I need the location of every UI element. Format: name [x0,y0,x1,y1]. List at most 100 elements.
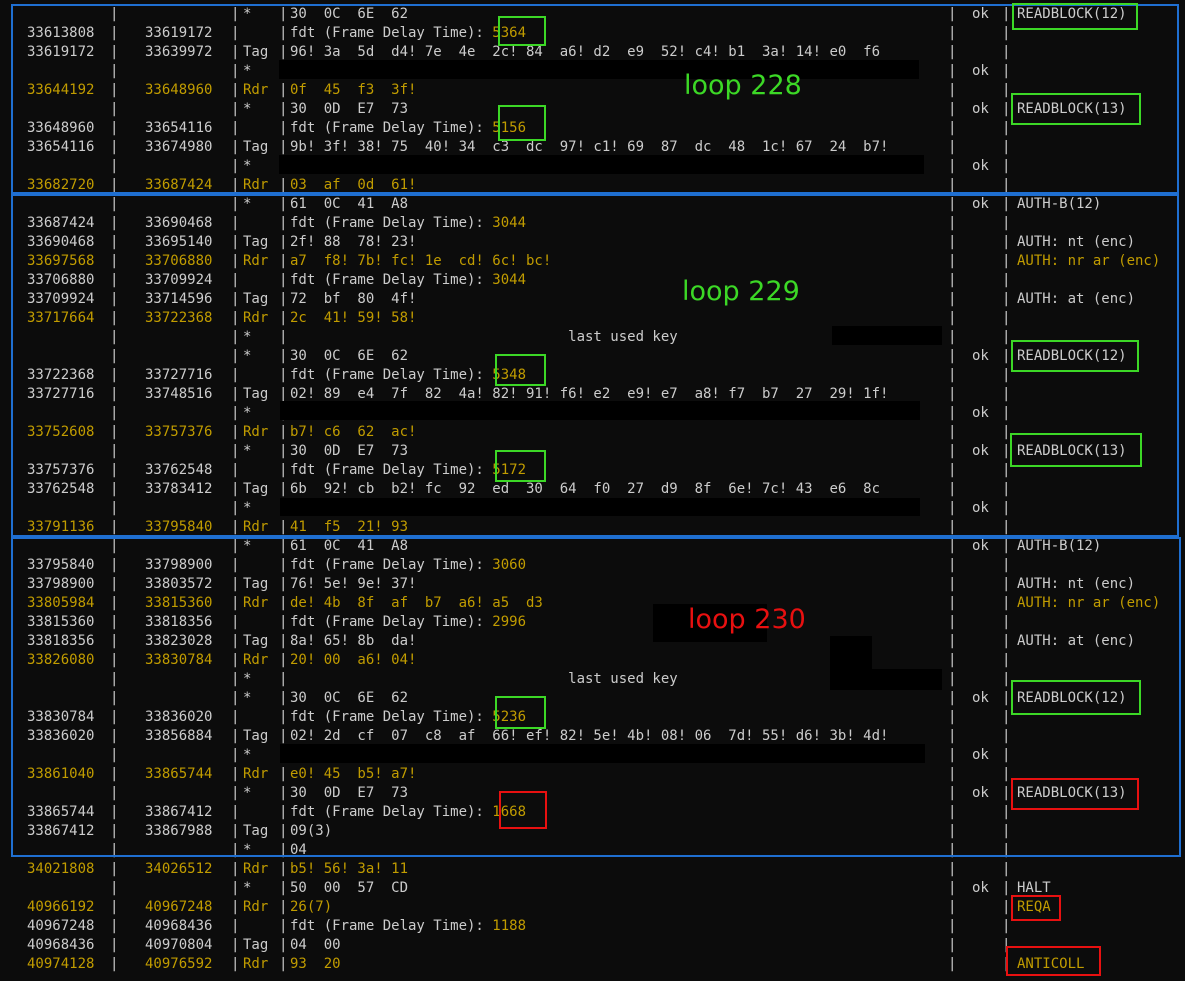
source-label: Rdr [243,519,269,535]
column-separator: | [231,671,240,687]
column-separator: | [1002,310,1011,326]
column-separator: | [948,310,957,326]
fdt-highlight [495,354,546,386]
trace-row: 33709924 33714596 Tag 72 bf 80 4f! AUTH: at … [0,290,1185,309]
source-label: * [243,196,252,212]
column-separator: | [1002,519,1011,535]
frame-delay-value: 2996 [492,614,527,630]
trace-row: * 61 0C 41 A8 ok AUTH-B(12) | | | | | [0,195,1185,214]
start-timestamp: 33826080 [27,652,95,668]
source-label: Tag [243,937,269,953]
column-separator: | [1002,576,1011,592]
frame-data: fdt (Frame Delay Time): 3044 [290,272,527,288]
column-separator: | [110,766,119,782]
column-separator: | [279,595,288,611]
column-separator: | [1002,234,1011,250]
column-separator: | [231,500,240,516]
column-separator: | [1002,120,1011,136]
start-timestamp: 33830784 [27,709,95,725]
column-separator: | [231,310,240,326]
frame-data: 09(3) [290,823,333,839]
column-separator: | [110,291,119,307]
column-separator: | [231,120,240,136]
column-separator: | [1002,690,1011,706]
column-separator: | [948,842,957,858]
start-timestamp: 33861040 [27,766,95,782]
end-timestamp: 40970804 [145,937,213,953]
column-separator: | [110,272,119,288]
end-timestamp: 33865744 [145,766,213,782]
column-separator: | [231,82,240,98]
frame-data: 20! 00 a6! 04! [290,652,417,668]
annotation: AUTH: nt (enc) [1017,234,1136,250]
start-timestamp: 33697568 [27,253,95,269]
frame-data: last used key [290,671,678,687]
column-separator: | [231,272,240,288]
column-separator: | [279,918,288,934]
source-label: Tag [243,728,269,744]
end-timestamp: 33748516 [145,386,213,402]
column-separator: | [948,101,957,117]
redaction-bar [830,669,942,690]
column-separator: | [231,519,240,535]
crc-status: ok [972,405,989,421]
loop-box [11,194,1179,537]
column-separator: | [231,804,240,820]
start-timestamp: 40974128 [27,956,95,972]
column-separator: | [948,215,957,231]
column-separator: | [948,690,957,706]
readblock-highlight [1011,778,1139,810]
trace-row: 33815360 33818356 fdt (Frame Delay Time): … [0,613,1185,632]
source-label: * [243,671,252,687]
annotation: HALT [1017,880,1051,896]
source-label: Rdr [243,177,269,193]
column-separator: | [110,215,119,231]
column-separator: | [110,177,119,193]
column-separator: | [279,424,288,440]
trace-row: * last used key | | | | | [0,670,1185,689]
column-separator: | [231,899,240,915]
trace-row: 40968436 40970804 Tag 04 00 | | | | | [0,936,1185,955]
column-separator: | [279,576,288,592]
trace-row: 40974128 40976592 Rdr 93 20 ANTICOLL | | | | | [0,955,1185,974]
column-separator: | [279,956,288,972]
column-separator: | [231,405,240,421]
column-separator: | [231,538,240,554]
column-separator: | [231,25,240,41]
frame-data: 41 f5 21! 93 [290,519,409,535]
column-separator: | [948,538,957,554]
frame-data: fdt (Frame Delay Time): 5348 [290,367,527,383]
column-separator: | [279,386,288,402]
loop-label: loop 230 [688,604,806,635]
start-timestamp: 33798900 [27,576,95,592]
end-timestamp: 33795840 [145,519,213,535]
column-separator: | [1002,158,1011,174]
column-separator: | [110,367,119,383]
loop-box [11,4,1179,194]
column-separator: | [110,614,119,630]
trace-row: * 30 0C 6E 62 ok READBLOCK(12) | | | | | [0,347,1185,366]
trace-row: * 30 0C 6E 62 ok READBLOCK(12) | | | | | [0,689,1185,708]
trace-row: 33867412 33867988 Tag 09(3) | | | | | [0,822,1185,841]
column-separator: | [1002,823,1011,839]
source-label: * [243,785,252,801]
frame-data: fdt (Frame Delay Time): 5172 [290,462,527,478]
start-timestamp: 33687424 [27,215,95,231]
end-timestamp: 33619172 [145,25,213,41]
column-separator: | [279,633,288,649]
source-label: * [243,158,252,174]
column-separator: | [948,82,957,98]
column-separator: | [948,177,957,193]
start-timestamp: 33757376 [27,462,95,478]
column-separator: | [948,120,957,136]
trace-row: * 30 0D E7 73 ok READBLOCK(13) | | | | | [0,784,1185,803]
column-separator: | [948,424,957,440]
column-separator: | [279,367,288,383]
frame-delay-value: 3044 [492,272,527,288]
column-separator: | [948,861,957,877]
start-timestamp: 33805984 [27,595,95,611]
crc-status: ok [972,538,989,554]
annotation: AUTH: at (enc) [1017,633,1136,649]
source-label: Rdr [243,253,269,269]
column-separator: | [279,804,288,820]
